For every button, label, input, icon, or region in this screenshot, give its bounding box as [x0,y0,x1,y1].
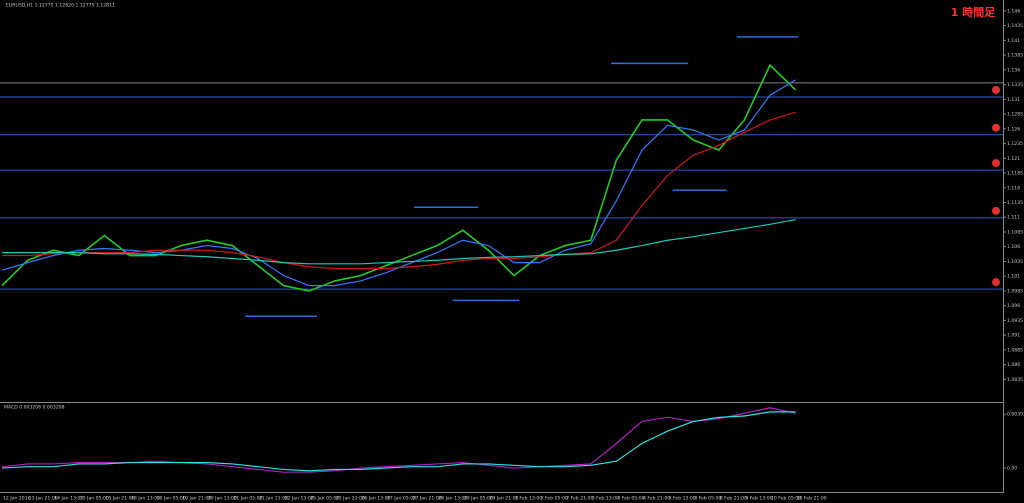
y-tick-label: 1.1185 [1007,171,1023,177]
x-tick-label: 15 Jan 21:00 [105,496,134,502]
level-badge [992,123,1000,132]
x-tick-label: 3 Feb 13:00 [592,496,619,502]
timeframe-label: 1 時間足 [951,5,996,19]
y-tick-label: 1.111 [1007,215,1020,221]
x-tick-label: 25 Jan 05:00 [310,496,339,502]
symbol-info: EURUSD,H1 1.12775 1.12820 1.12775 1.1281… [6,3,115,9]
level-badge [992,278,1000,287]
y-tick-label: 1.0885 [1007,347,1023,353]
y-tick-label: 1.126 [1007,126,1020,132]
y-tick-label: 1.141 [1007,38,1020,44]
x-tick-label: 28 Jan 13:00 [438,496,467,502]
x-tick-label: 13 Jan 21:00 [29,496,58,502]
x-tick-label: 19 Jan 21:00 [182,496,211,502]
x-tick-label: 21 Jan 05:00 [233,496,262,502]
x-tick-label: 2 Feb 21:00 [566,496,593,502]
x-tick-label: 25 Jan 21:00 [336,496,365,502]
y-tick-label: 1.101 [1007,274,1020,280]
series-line [1,63,797,292]
x-tick-label: 19 Jan 05:00 [157,496,186,502]
x-tick-label: 5 Feb 13:00 [669,496,696,502]
y-tick-label: 1.106 [1007,244,1020,250]
x-tick-label: 12 Jan 2016 [3,496,31,502]
y-tick-label: 1.086 [1007,362,1020,368]
level-badge [992,85,1000,94]
x-tick-label: 4 Feb 21:00 [643,496,670,502]
y-tick-label: 1.136 [1007,67,1020,73]
x-tick-label: 8 Feb 05:00 [694,496,721,502]
y-tick-label: 1.1435 [1007,23,1023,29]
x-tick-label: 4 Feb 05:00 [617,496,644,502]
x-tick-label: 26 Jan 13:00 [361,496,390,502]
level-badge [992,206,1000,215]
x-tick-label: 29 Jan 21:00 [489,496,518,502]
y-tick-label: 0.003927 [1007,412,1024,418]
y-tick-label: 1.121 [1007,156,1020,162]
y-tick-label: 1.1085 [1007,229,1023,235]
y-tick-label: 1.146 [1007,8,1020,14]
x-tick-label: 27 Jan 21:00 [413,496,442,502]
y-tick-label: 1.116 [1007,185,1020,191]
y-tick-label: 1.0985 [1007,288,1023,294]
x-tick-label: 10 Feb 21:00 [797,496,827,502]
x-tick-label: 1 Feb 13:00 [515,496,542,502]
y-tick-label: 1.091 [1007,333,1020,339]
level-badge [992,159,1000,168]
y-tick-label: 0.00 [1007,466,1017,472]
series-line [2,219,796,265]
x-tick-label: 2 Feb 05:00 [541,496,568,502]
y-tick-label: 1.1285 [1007,112,1023,118]
y-tick-label: 1.1035 [1007,259,1023,265]
x-tick-label: 20 Jan 13:00 [208,496,237,502]
x-tick-label: 15 Jan 05:00 [80,496,109,502]
x-tick-label: 29 Jan 05:00 [464,496,493,502]
y-tick-label: 1.1335 [1007,82,1023,88]
series-line [2,111,796,270]
indicator-title: MACD 0.003206 0.003298 [4,405,65,411]
y-tick-label: 1.1135 [1007,200,1023,206]
y-tick-label: 1.0935 [1007,318,1023,324]
x-tick-label: 10 Feb 05:00 [771,496,801,502]
x-tick-label: 21 Jan 21:00 [259,496,288,502]
timeframe-box [952,6,994,20]
series-line [1,411,796,472]
x-tick-label: 27 Jan 05:00 [387,496,416,502]
y-tick-label: 1.096 [1007,303,1020,309]
y-tick-label: 1.0835 [1007,377,1023,383]
x-tick-label: 22 Jan 13:00 [285,496,314,502]
x-tick-label: 9 Feb 13:00 [745,496,772,502]
y-tick-label: 1.1235 [1007,141,1023,147]
x-tick-label: 8 Feb 21:00 [720,496,747,502]
series-line [1,79,796,287]
x-tick-label: 18 Jan 13:00 [131,496,160,502]
y-tick-label: 1.1385 [1007,53,1023,59]
x-tick-label: 14 Jan 13:00 [54,496,83,502]
y-tick-label: 1.131 [1007,97,1020,103]
